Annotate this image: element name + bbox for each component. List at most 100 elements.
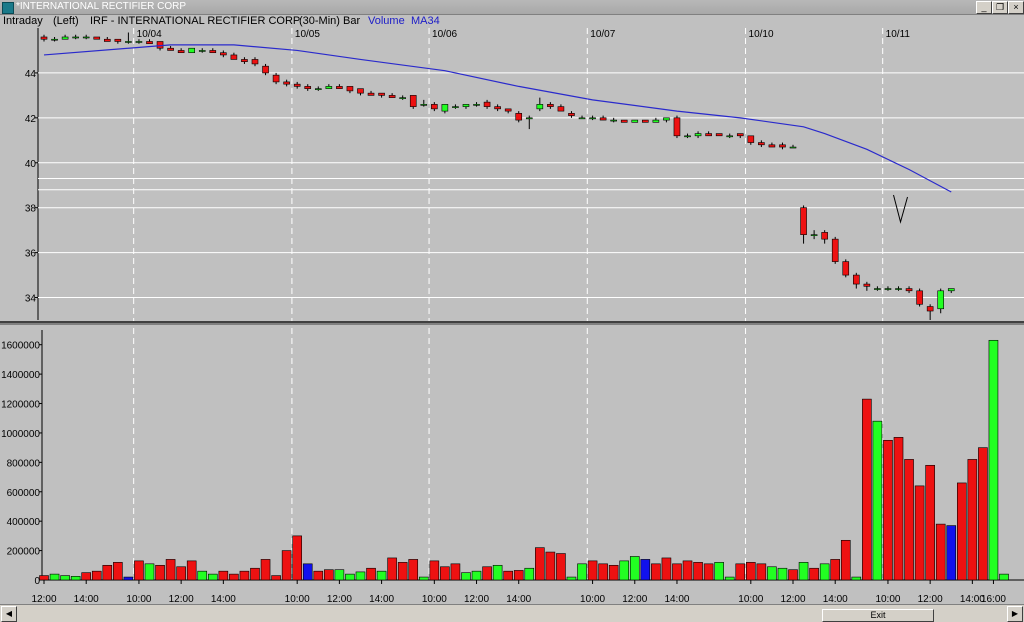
scroll-thumb[interactable]: Exit	[822, 609, 934, 622]
volume-bar	[608, 564, 619, 581]
scroll-left-button[interactable]: ◀	[1, 606, 17, 622]
session-date-label: 10/10	[749, 29, 774, 40]
time-tick-label: 10:00	[580, 594, 605, 604]
candle-body	[388, 95, 396, 98]
time-tick-label: 12:00	[327, 594, 352, 604]
candle-body	[272, 74, 280, 83]
candle-body	[905, 288, 913, 292]
volume-bar	[883, 439, 893, 581]
session-date-label: 10/06	[432, 29, 457, 40]
candle-body	[346, 86, 354, 92]
axis-side-label: (Left)	[53, 15, 79, 27]
time-tick-label: 10:00	[738, 594, 763, 604]
volume-bar	[798, 562, 809, 581]
candle-body	[452, 106, 459, 108]
candle-body	[779, 144, 786, 148]
candle-body	[821, 232, 828, 240]
volume-bar	[830, 559, 841, 581]
minimize-button[interactable]: _	[976, 1, 992, 14]
candle-body	[515, 113, 523, 121]
candle-body	[357, 88, 364, 94]
time-tick-label: 16:00	[981, 594, 1006, 604]
volume-bar	[482, 566, 492, 581]
volume-bar	[999, 573, 1009, 581]
candle-body	[82, 36, 90, 39]
candle-body	[61, 36, 69, 40]
window-titlebar: *INTERNATIONAL RECTIFIER CORP _ ❐ ×	[0, 0, 1024, 15]
time-tick-label: 12:00	[31, 594, 56, 604]
volume-bar	[492, 564, 503, 581]
session-date-label: 10/04	[137, 29, 162, 40]
candle-body	[557, 106, 565, 112]
volume-bar	[429, 560, 440, 581]
volume-bar	[703, 563, 714, 581]
candle-body	[747, 135, 755, 143]
candle-body	[177, 50, 185, 54]
candle-body	[652, 119, 660, 123]
volume-bar	[49, 573, 60, 581]
candle-body	[547, 104, 554, 107]
candle-body	[156, 41, 164, 49]
volume-bar	[967, 459, 978, 581]
scroll-right-button[interactable]: ▶	[1007, 606, 1023, 622]
candle-body	[220, 52, 227, 56]
volume-bar	[851, 576, 862, 581]
volume-bar	[39, 575, 49, 581]
volume-bar	[186, 560, 197, 581]
candle-body	[736, 133, 744, 137]
candle-body	[874, 288, 881, 290]
candle-body	[114, 38, 122, 42]
volume-bar	[598, 563, 608, 581]
volume-bar	[334, 569, 345, 581]
candle-body	[103, 38, 111, 42]
time-tick-label: 12:00	[464, 594, 489, 604]
volume-bar	[629, 556, 640, 581]
candle-body	[705, 133, 712, 137]
price-tick-label: 36	[25, 249, 37, 260]
volume-tick-label: 1600000	[1, 341, 40, 352]
session-date-label: 10/11	[886, 29, 911, 40]
candle-body	[283, 81, 290, 85]
candle-body	[399, 97, 406, 99]
candle-body	[431, 104, 438, 110]
time-tick-label: 12:00	[780, 594, 805, 604]
restore-button[interactable]: ❐	[992, 1, 1008, 14]
volume-bar	[271, 575, 281, 581]
volume-bar	[777, 567, 788, 581]
candle-body	[810, 234, 818, 236]
close-button[interactable]: ×	[1008, 1, 1024, 14]
candle-body	[599, 117, 607, 121]
ma-series-label[interactable]: MA34	[411, 15, 440, 27]
volume-bar	[418, 576, 429, 581]
volume-bar	[893, 437, 904, 581]
volume-bar	[535, 547, 545, 581]
candle-body	[409, 95, 417, 107]
volume-tick-label: 600000	[7, 488, 41, 499]
candle-body	[135, 41, 143, 43]
volume-bar	[735, 563, 746, 581]
candle-body	[578, 117, 586, 120]
v-annotation-mark	[893, 194, 908, 224]
volume-bar	[134, 560, 144, 581]
time-tick-label: 10:00	[875, 594, 900, 604]
volume-series-label[interactable]: Volume	[368, 15, 405, 27]
volume-bar	[471, 570, 482, 581]
candle-body	[483, 101, 491, 107]
candle-body	[926, 306, 934, 312]
candle-body	[93, 36, 101, 40]
horizontal-scrollbar[interactable]: ◀ Exit ▶	[0, 604, 1024, 622]
volume-bar	[746, 562, 756, 581]
price-tick-label: 42	[25, 114, 37, 125]
session-date-label: 10/07	[590, 29, 615, 40]
chart-area[interactable]: 34 36 38 40 42 44 10/04 10/05 10/06 10/07 10/10 10/…	[0, 0, 1024, 604]
volume-bar	[556, 553, 566, 581]
candle-body	[947, 288, 955, 292]
pane-separator	[0, 321, 1024, 325]
volume-bar	[914, 485, 925, 581]
volume-bar	[756, 563, 767, 581]
volume-bar	[503, 570, 513, 581]
volume-bar	[651, 563, 661, 581]
volume-bar	[165, 559, 176, 581]
candle-body	[895, 288, 902, 290]
volume-bar	[672, 563, 682, 581]
